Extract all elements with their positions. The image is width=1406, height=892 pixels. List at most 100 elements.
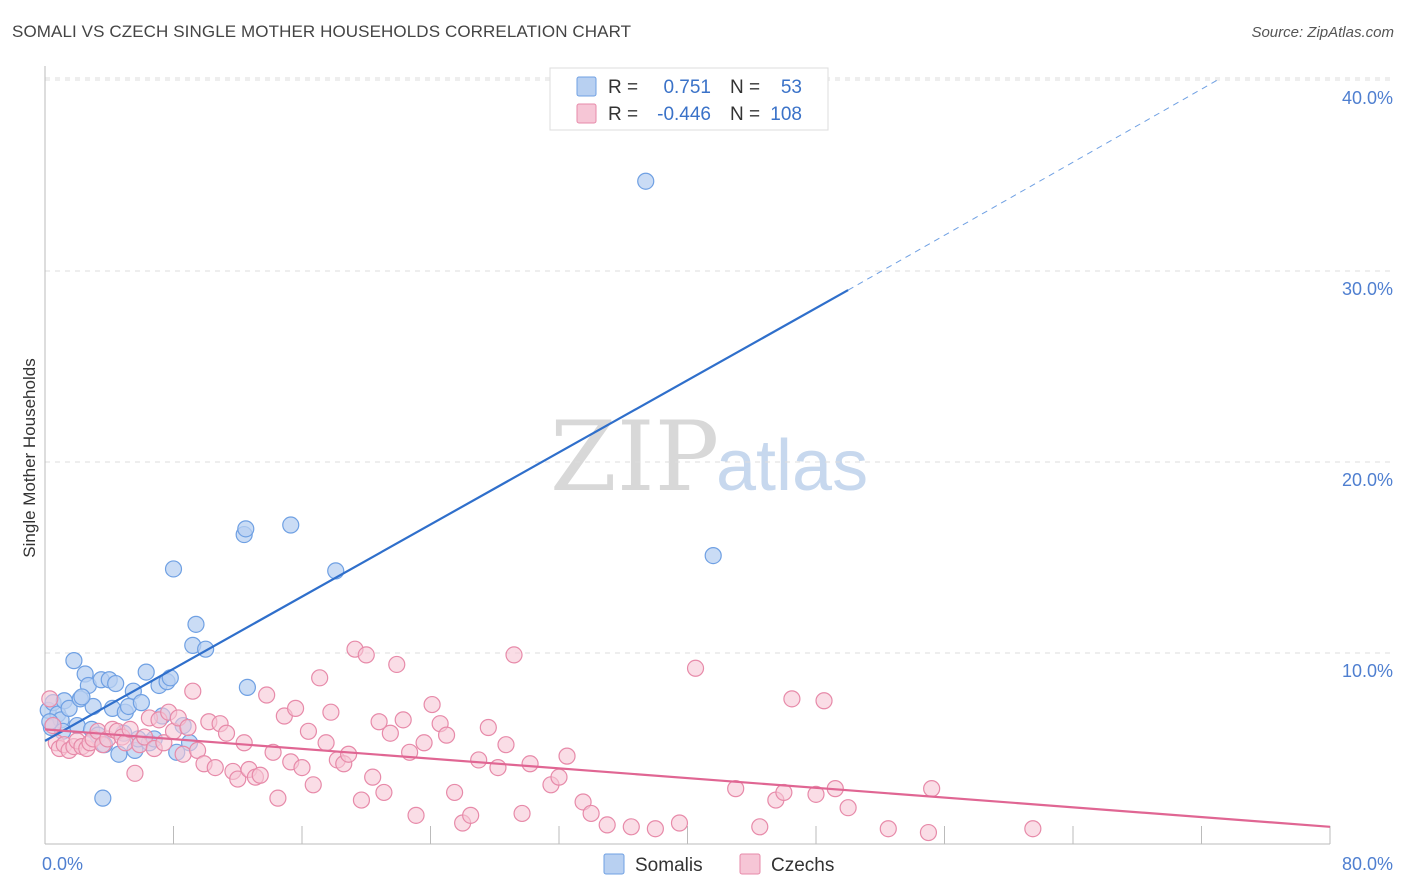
somali-point — [94, 789, 112, 807]
czech-point — [311, 669, 329, 687]
somali-point — [161, 669, 179, 687]
czech-point — [505, 646, 523, 664]
czech-point — [174, 745, 192, 763]
czech-point — [622, 818, 640, 836]
somali-point — [282, 516, 300, 534]
legend-czech-n-label: N = — [730, 104, 760, 125]
czech-point — [258, 686, 276, 704]
czech-point — [415, 734, 433, 752]
czech-points — [41, 640, 1042, 842]
czech-point — [919, 823, 938, 842]
x-tick-label-min: 0.0% — [42, 854, 83, 874]
x-tick-label-max: 80.0% — [1342, 854, 1393, 874]
czech-point — [1024, 820, 1042, 838]
czech-point — [322, 703, 340, 721]
legend-czech-r-label: R = — [608, 104, 638, 125]
czech-point — [646, 820, 664, 838]
y-tick-label: 40.0% — [1342, 88, 1393, 108]
czech-point — [783, 690, 801, 708]
czech-point — [179, 718, 197, 737]
legend-somali-n-label: N = — [730, 77, 760, 98]
somali-point — [132, 694, 150, 712]
somali-point — [187, 615, 205, 633]
czech-point — [598, 816, 616, 834]
czech-point — [445, 783, 464, 802]
czech-point — [339, 745, 358, 763]
czech-point — [550, 768, 568, 786]
watermark-zip: ZIP — [550, 401, 719, 513]
legend-somali-n-value: 53 — [781, 77, 802, 98]
watermark-atlas: atlas — [716, 426, 868, 506]
czech-point — [317, 734, 335, 752]
czech-point — [815, 692, 833, 710]
czech-point — [394, 711, 412, 729]
czech-point — [352, 791, 371, 809]
y-axis-label: Single Mother Households — [20, 358, 39, 557]
czech-point — [582, 804, 600, 823]
legend-czech-swatch — [576, 103, 597, 124]
czech-point — [479, 718, 497, 737]
czech-point — [229, 770, 247, 788]
czech-point — [407, 806, 425, 824]
somali-point — [137, 663, 155, 681]
somali-trend-line — [44, 289, 849, 742]
trend-lines — [44, 79, 1331, 828]
czech-point — [357, 646, 375, 664]
somali-point — [704, 546, 722, 565]
czech-point — [879, 820, 897, 838]
czech-point — [364, 768, 382, 786]
series-legend: Somalis Czechs — [603, 853, 834, 876]
somali-point — [60, 699, 78, 717]
czech-point — [184, 682, 202, 700]
somali-point — [107, 674, 125, 693]
czech-point — [923, 780, 941, 798]
legend-czech-n-value: 108 — [770, 104, 802, 125]
czech-point — [388, 655, 406, 674]
czech-point — [497, 736, 515, 754]
legend-czech-r-value: -0.446 — [657, 104, 711, 125]
czech-point — [807, 785, 825, 803]
czech-point — [839, 799, 857, 817]
czech-point — [293, 758, 311, 777]
y-tick-label: 30.0% — [1342, 279, 1393, 299]
bottom-legend-czech-swatch — [739, 853, 761, 875]
chart-title: SOMALI VS CZECH SINGLE MOTHER HOUSEHOLDS… — [12, 22, 632, 41]
legend-somali-swatch — [576, 76, 597, 97]
czech-point — [304, 776, 322, 794]
czech-point — [686, 659, 705, 677]
bottom-legend-somali-swatch — [603, 853, 625, 875]
czech-point — [370, 713, 388, 731]
somali-point — [65, 652, 83, 670]
czech-point — [264, 743, 282, 761]
czech-point — [126, 764, 144, 782]
grid-lines — [45, 77, 1392, 654]
legend-somali-r-value: 0.751 — [663, 77, 711, 98]
czech-point — [462, 806, 480, 824]
tick-labels: 10.0% 20.0% 30.0% 40.0% 0.0% 80.0% — [42, 88, 1393, 874]
legend-somali-r-label: R = — [608, 77, 638, 98]
czech-point — [558, 747, 576, 765]
czech-point — [286, 699, 305, 717]
somali-point — [238, 678, 256, 696]
y-tick-label: 20.0% — [1342, 470, 1393, 490]
czech-point — [489, 758, 507, 777]
czech-point — [121, 720, 139, 739]
bottom-legend-somali-label: Somalis — [635, 855, 703, 876]
correlation-legend: R = 0.751 N = 53 R = -0.446 N = 108 — [549, 67, 829, 131]
somali-point — [237, 520, 255, 538]
czech-trend-line — [44, 728, 1331, 828]
somali-point — [164, 560, 183, 578]
czech-point — [727, 780, 745, 798]
bottom-legend-czech-label: Czechs — [771, 855, 834, 876]
czech-point — [437, 726, 456, 744]
czech-point — [751, 818, 769, 836]
czech-point — [521, 755, 539, 773]
somali-point — [637, 172, 655, 190]
czech-point — [41, 690, 59, 708]
czech-point — [206, 758, 224, 777]
source-label: Source: ZipAtlas.com — [1251, 24, 1394, 41]
y-tick-label: 10.0% — [1342, 661, 1393, 681]
czech-point — [299, 722, 318, 740]
czech-point — [375, 783, 393, 802]
